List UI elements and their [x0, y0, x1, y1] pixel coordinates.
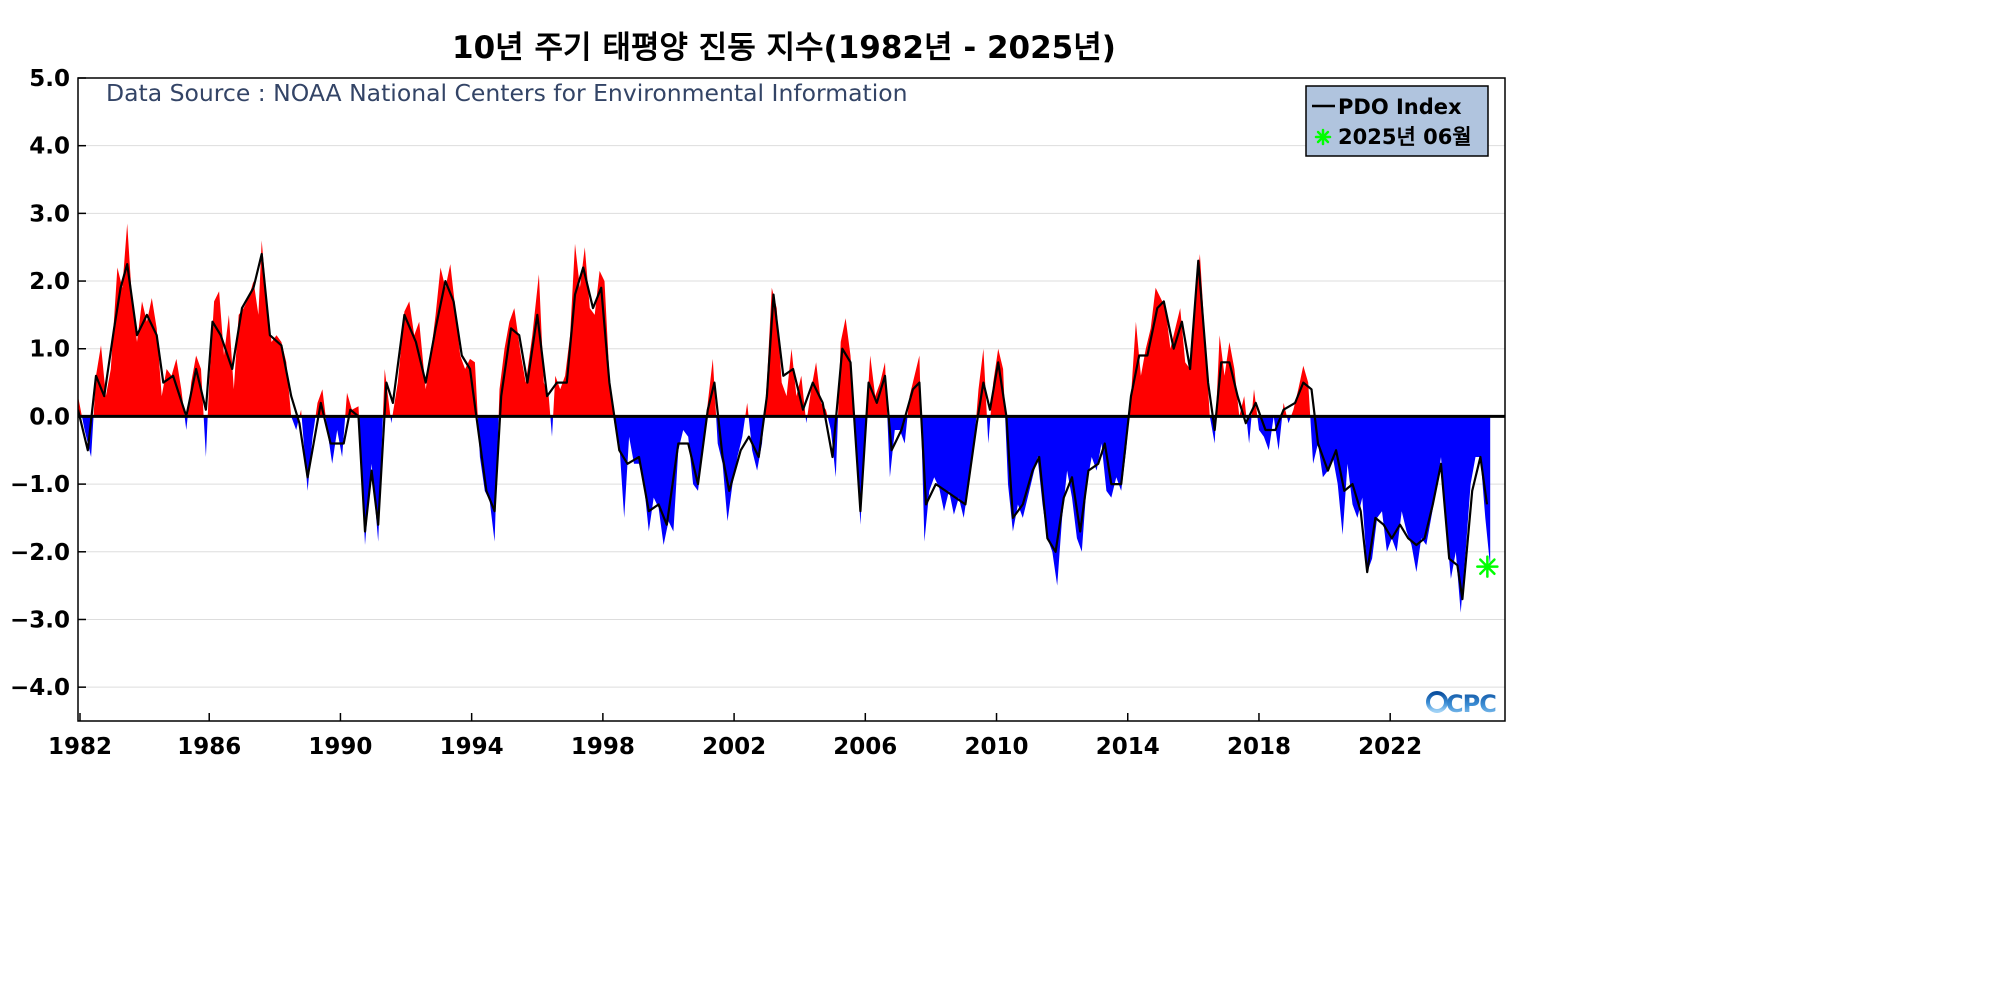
x-tick-label-3: 1994	[440, 734, 504, 760]
x-tick-label-6: 2006	[833, 734, 897, 760]
y-tick-label-7: −2.0	[10, 540, 70, 566]
x-tick-label-1: 1986	[177, 734, 241, 760]
cpc-logo: CPC	[1426, 690, 1497, 718]
pdo-smoothed-line	[78, 252, 1489, 601]
x-tick-label-7: 2010	[965, 734, 1029, 760]
y-tick-label-1: 4.0	[29, 134, 70, 160]
y-tick-label-3: 2.0	[29, 269, 70, 295]
y-tick-label-4: 1.0	[29, 337, 70, 363]
x-tick-label-2: 1990	[308, 734, 372, 760]
y-tick-label-0: 5.0	[29, 66, 70, 92]
cpc-logo-text: CPC	[1446, 690, 1496, 718]
negative-area	[78, 416, 1491, 613]
x-tick-label-9: 2018	[1227, 734, 1291, 760]
pdo-chart: 5.04.03.02.01.00.0−1.0−2.0−3.0−4.0 1982 1…	[10, 66, 1506, 760]
legend-label-latest: 2025년 06월	[1338, 125, 1472, 149]
x-tick-label-4: 1998	[571, 734, 635, 760]
legend: PDO Index 2025년 06월	[1305, 85, 1489, 157]
chart-title: 10년 주기 태평양 진동 지수(1982년 - 2025년)	[452, 30, 1116, 66]
x-tick-label-10: 2022	[1358, 734, 1422, 760]
data-source-note: Data Source : NOAA National Centers for …	[106, 79, 908, 107]
y-tick-label-9: −4.0	[10, 675, 70, 701]
pdo-fill-areas	[78, 223, 1491, 613]
legend-label-pdo-index: PDO Index	[1338, 95, 1462, 119]
pdo-line-layer	[78, 252, 1505, 601]
positive-area	[78, 223, 1311, 416]
x-tick-label-8: 2014	[1096, 734, 1160, 760]
y-tick-label-8: −3.0	[10, 607, 70, 633]
cpc-logo-circle-icon	[1426, 691, 1448, 713]
y-axis-ticks: 5.0 4.0 3.0 2.0 1.0 0.0 −1.0 −2.0 −3.0 −4.0	[10, 66, 86, 701]
y-tick-label-5: 0.0	[29, 404, 70, 430]
latest-point-asterisk-icon	[1476, 555, 1499, 578]
legend-box	[1305, 85, 1489, 157]
y-tick-label-2: 3.0	[29, 201, 70, 227]
plot-frame	[77, 77, 1506, 722]
x-tick-label-5: 2002	[702, 734, 766, 760]
x-tick-label-0: 1982	[48, 734, 112, 760]
legend-asterisk-icon	[1314, 128, 1332, 146]
y-tick-label-6: −1.0	[10, 472, 70, 498]
x-axis-ticks: 1982 1986 1990 1994 1998 2002 2006 2010 2014 2018…	[48, 713, 1422, 760]
